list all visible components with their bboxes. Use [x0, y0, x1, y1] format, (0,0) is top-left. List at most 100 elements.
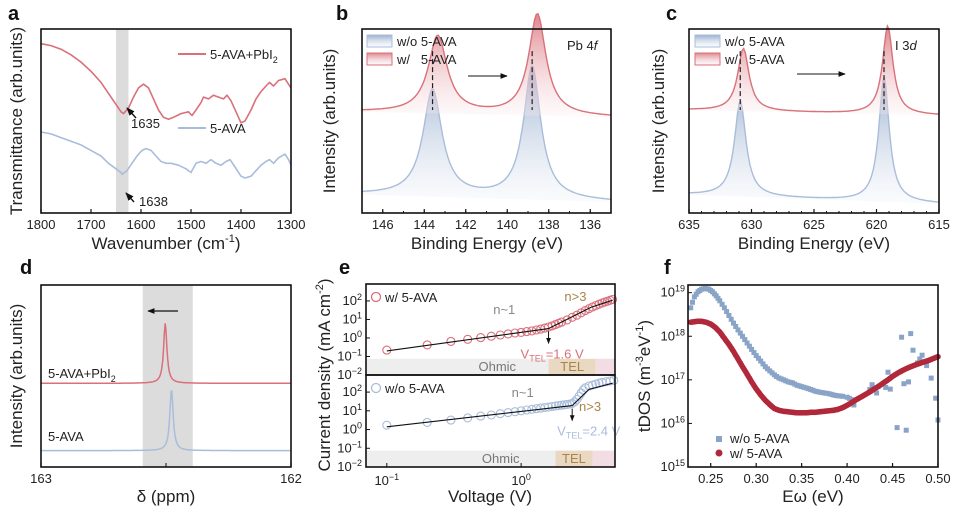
x-axis-f-tick-label: 0.30 — [744, 471, 769, 486]
x-axis-a-tick-label: 1700 — [77, 217, 106, 232]
panel-label-c: c — [666, 3, 677, 25]
data-point-wo-5ava — [690, 300, 695, 305]
panel-label-f: f — [664, 257, 671, 279]
x-axis-f-tick-label: 0.25 — [698, 471, 723, 486]
x-axis-b-tick-label: 144 — [413, 217, 435, 232]
x-axis-label-e: Voltage (V) — [448, 487, 532, 506]
y-axis-f-tick-label: 1015 — [661, 458, 685, 474]
x-axis-a-tick-label: 1400 — [227, 217, 256, 232]
y-axis-label-c: Intensity (arb.units) — [649, 49, 668, 194]
x-axis-f-tick-label: 0.45 — [880, 471, 905, 486]
x-axis-c-tick-label: 630 — [741, 217, 763, 232]
legend-marker-wo-5ava-f — [716, 436, 722, 442]
legend-label-wo-5ava-b: w/o 5-AVA — [396, 34, 457, 49]
y-axis-label-a: Transmittance (arb.units) — [7, 27, 26, 215]
panel-b: b 146 144 142 140 138 136 Binding Energy (eV)… — [320, 3, 611, 253]
panel-a: a 1800 1700 1600 1500 1400 1300 Wavenumber (c… — [7, 3, 305, 253]
y-axis-e-tick-label: 100 — [343, 329, 362, 345]
y-axis-e-tick-label: 101 — [343, 402, 362, 418]
x-axis-e-tick-label: 10−1 — [374, 472, 399, 488]
x-axis-c-tick-label: 615 — [928, 217, 950, 232]
data-point — [383, 421, 391, 429]
y-axis-e-tick-label: 102 — [343, 383, 362, 399]
region-sfc — [593, 451, 615, 467]
legend-label-wo-5ava-f: w/o 5-AVA — [729, 431, 790, 446]
x-axis-a-tick-label: 1500 — [177, 217, 206, 232]
x-axis-c-tick-label: 620 — [866, 217, 888, 232]
data-point-wo-5ava — [920, 353, 925, 358]
data-point-wo-5ava — [895, 425, 900, 430]
y-axis-e-tick-label: 102 — [343, 292, 362, 308]
x-axis-b-tick-label: 138 — [538, 217, 560, 232]
orbital-tag-b: Pb 4f — [567, 38, 599, 53]
panel-label-d: d — [20, 257, 32, 279]
x-axis-b-tick-label: 146 — [372, 217, 394, 232]
legend-swatch-w-5ava-c — [695, 53, 720, 65]
x-axis-a-tick-label: 1600 — [127, 217, 156, 232]
panel-d: d 163 162 δ (ppm) Intensity (arb.units) 5… — [7, 257, 302, 506]
legend-swatch-w-5ava-b — [367, 53, 392, 65]
legend-swatch-wo-5ava-b — [367, 35, 392, 47]
legend-label-w-5ava-f: w/ 5-AVA — [729, 446, 783, 461]
peak-area-wo-5ava — [362, 66, 611, 202]
y-axis-label-d: Intensity (arb.units) — [7, 304, 26, 449]
legend-marker-wo-5ava — [372, 384, 381, 393]
y-axis-e-tick-label: 10−1 — [337, 347, 362, 363]
slope-label-tel: n>3 — [579, 399, 601, 414]
curve-label-5ava-pbi2: 5-AVA+PbI2 — [48, 366, 116, 384]
x-axis-label-b: Binding Energy (eV) — [411, 234, 563, 253]
orbital-tag-c: I 3d — [895, 38, 917, 53]
slope-label-ohmic: n~1 — [493, 302, 515, 317]
data-point-wo-5ava — [899, 335, 904, 340]
annotation-1638: 1638 — [139, 194, 168, 209]
panel-label-e: e — [339, 257, 350, 279]
panel-f: f 1015 1016 1017 1018 1019 0.25 0.30 0.35 0.40 0.… — [634, 257, 951, 506]
y-axis-f-tick-label: 1016 — [661, 414, 685, 430]
legend-marker-w-5ava — [372, 293, 381, 302]
legend-label-w-5ava-c: w/ 5-AVA — [724, 52, 785, 67]
x-axis-label-a: Wavenumber (cm-1) — [92, 233, 241, 253]
legend-label-w-5ava-b: w/ 5-AVA — [396, 52, 457, 67]
panel-c: c 635 630 625 620 615 Binding Energy (eV) In… — [649, 3, 950, 253]
x-axis-c-tick-label: 625 — [803, 217, 825, 232]
x-axis-d-tick-label: 162 — [280, 471, 302, 486]
region-label-tel: TEL — [562, 451, 586, 466]
curve-label-5ava: 5-AVA — [48, 429, 84, 444]
panel-e: e Ohmic TELw/ 5-AVAVTEL=1.6 Vn~1n>3Ohmic T… — [314, 257, 621, 506]
y-axis-f-tick-label: 1019 — [661, 284, 685, 300]
data-point-wo-5ava — [906, 379, 911, 384]
legend-label-wo-5ava-c: w/o 5-AVA — [724, 34, 785, 49]
y-axis-label-f: tDOS (m-3eV-1) — [634, 320, 654, 432]
annotation-1635: 1635 — [131, 116, 160, 131]
panel-label-b: b — [336, 3, 348, 25]
data-point-wo-5ava — [888, 387, 893, 392]
x-axis-b-tick-label: 136 — [579, 217, 601, 232]
y-axis-e-tick-label: 101 — [343, 310, 362, 326]
y-axis-e-tick-label: 10−2 — [337, 458, 362, 474]
x-axis-d-tick-label: 163 — [30, 471, 52, 486]
legend-label-w-5ava: w/ 5-AVA — [384, 290, 438, 305]
slope-label-ohmic: n~1 — [512, 385, 534, 400]
y-axis-label-b: Intensity (arb.units) — [320, 49, 339, 194]
x-axis-e-tick-label: 100 — [511, 472, 530, 488]
data-point-wo-5ava — [929, 376, 934, 381]
y-axis-e-tick-label: 100 — [343, 421, 362, 437]
legend-label-wo-5ava: w/o 5-AVA — [384, 381, 445, 396]
region-label-ohmic: Ohmic — [482, 451, 520, 466]
highlight-band-a — [116, 29, 129, 213]
data-point-wo-5ava — [886, 370, 891, 375]
legend-marker-w-5ava-f — [716, 450, 723, 457]
y-axis-f-tick-label: 1018 — [661, 327, 685, 343]
region-ohmic — [366, 451, 555, 467]
slope-label-tel: n>3 — [564, 289, 586, 304]
x-axis-a-tick-label: 1800 — [27, 217, 56, 232]
panel-label-a: a — [8, 3, 20, 25]
x-axis-f-tick-label: 0.35 — [789, 471, 814, 486]
vtel-label: VTEL=1.6 V — [521, 346, 584, 363]
data-point-wo-5ava — [688, 305, 693, 310]
data-point-wo-5ava — [904, 428, 909, 433]
vtel-label: VTEL=2.4 V — [557, 424, 620, 441]
spectrum-line-wo-5ava — [362, 66, 611, 199]
y-axis-f-tick-label: 1017 — [661, 371, 685, 387]
x-axis-f-tick-label: 0.50 — [925, 471, 950, 486]
